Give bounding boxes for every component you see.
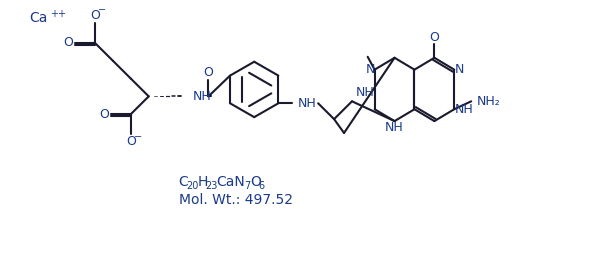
Text: −: −: [98, 5, 106, 15]
Text: −: −: [134, 132, 142, 142]
Text: 23: 23: [205, 181, 218, 191]
Text: O: O: [63, 37, 73, 49]
Text: 20: 20: [186, 181, 199, 191]
Text: O: O: [429, 31, 439, 44]
Text: Ca: Ca: [29, 11, 48, 25]
Text: O: O: [250, 175, 261, 189]
Text: NH₂: NH₂: [477, 95, 501, 108]
Text: CaN: CaN: [216, 175, 245, 189]
Text: 7: 7: [244, 181, 251, 191]
Text: H: H: [198, 175, 208, 189]
Text: C: C: [179, 175, 188, 189]
Text: N: N: [454, 63, 464, 76]
Text: N: N: [365, 63, 375, 76]
Text: 6: 6: [258, 181, 264, 191]
Text: O: O: [99, 108, 109, 121]
Text: O: O: [126, 135, 136, 148]
Text: ++: ++: [50, 9, 66, 19]
Text: NH: NH: [298, 97, 317, 110]
Text: NH: NH: [356, 86, 375, 99]
Text: NH: NH: [385, 121, 404, 134]
Text: NH: NH: [192, 90, 211, 103]
Text: O: O: [90, 9, 100, 22]
Text: Mol. Wt.: 497.52: Mol. Wt.: 497.52: [179, 193, 293, 207]
Text: NH: NH: [454, 103, 473, 116]
Text: O: O: [204, 66, 213, 79]
